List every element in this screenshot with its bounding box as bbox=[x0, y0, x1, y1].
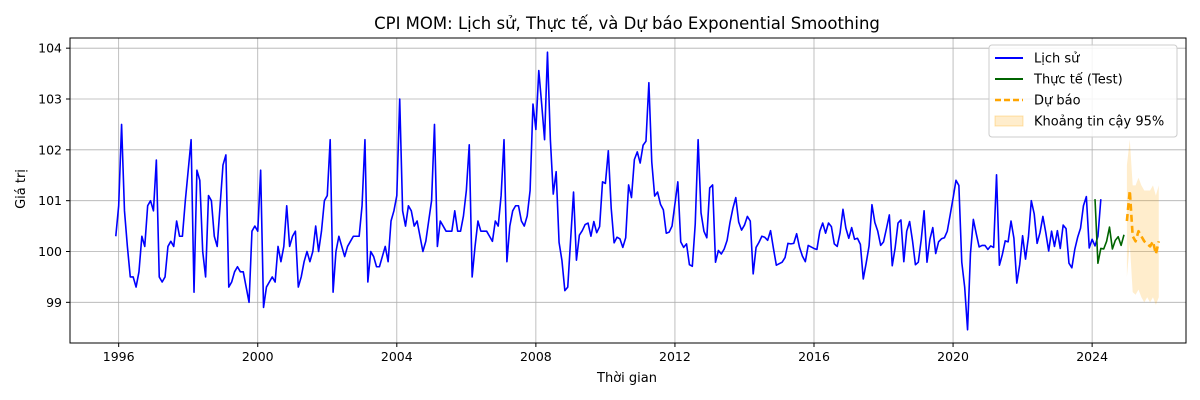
legend-swatch-ci bbox=[994, 115, 1024, 127]
forecast-line bbox=[1125, 189, 1161, 256]
legend-label-actual: Thực tế (Test) bbox=[1033, 73, 1123, 88]
x-axis-label: Thời gian bbox=[596, 371, 657, 386]
y-tick-label: 100 bbox=[38, 244, 62, 259]
x-tick-label: 2020 bbox=[937, 349, 969, 364]
confidence-band bbox=[1126, 139, 1159, 305]
x-tick-label: 2008 bbox=[520, 349, 552, 364]
legend-label-ci: Khoảng tin cậy 95% bbox=[1034, 115, 1164, 130]
confidence-band-layer bbox=[1126, 139, 1159, 305]
series-layer bbox=[114, 51, 1161, 331]
x-axis-ticks: 1996 2000 2004 2008 2012 2016 2020 2024 bbox=[103, 343, 1108, 364]
legend: Lịch sử Thực tế (Test) Dự báo Khoảng tin… bbox=[988, 44, 1178, 138]
legend-label-forecast: Dự báo bbox=[1034, 94, 1081, 109]
x-tick-label: 1996 bbox=[103, 349, 135, 364]
history-line bbox=[114, 51, 1102, 331]
y-tick-label: 103 bbox=[38, 92, 62, 107]
y-tick-label: 104 bbox=[38, 41, 62, 56]
y-axis-ticks: 99 100 101 102 103 104 bbox=[38, 41, 70, 310]
x-tick-label: 2016 bbox=[798, 349, 830, 364]
y-axis-label: Giá trị bbox=[14, 169, 29, 209]
x-tick-label: 2024 bbox=[1076, 349, 1108, 364]
y-tick-label: 99 bbox=[46, 295, 62, 310]
x-tick-label: 2000 bbox=[242, 349, 274, 364]
plot-area-frame bbox=[69, 37, 1187, 344]
chart-title: CPI MOM: Lịch sử, Thực tế, và Dự báo Exp… bbox=[374, 14, 880, 33]
x-tick-label: 2004 bbox=[381, 349, 413, 364]
legend-box bbox=[988, 44, 1178, 138]
x-tick-label: 2012 bbox=[659, 349, 691, 364]
actual-test-line bbox=[1094, 199, 1125, 264]
legend-label-history: Lịch sử bbox=[1034, 52, 1080, 67]
y-tick-label: 102 bbox=[38, 142, 62, 157]
y-tick-label: 101 bbox=[38, 193, 62, 208]
